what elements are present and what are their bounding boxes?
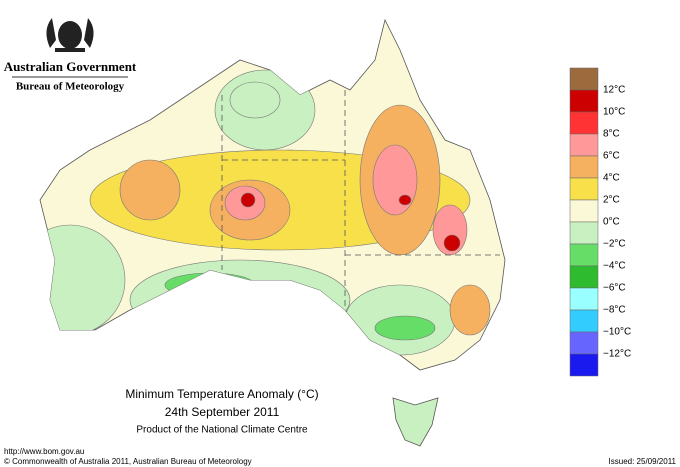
legend-swatch: [569, 133, 599, 157]
legend: 12°C 10°C 8°C 6°C 4°C 2°C 0°C −2°C −4°C −6°C −8°C −…: [569, 67, 631, 377]
legend-label: 6°C: [603, 151, 620, 162]
legend-label: 10°C: [603, 107, 625, 118]
map-subtitle: Product of the National Climate Centre: [136, 425, 308, 436]
legend-swatch: [569, 287, 599, 311]
map-title: Minimum Temperature Anomaly (°C): [125, 387, 318, 401]
legend-swatch: [569, 89, 599, 113]
legend-swatch: [569, 243, 599, 267]
bureau-name: Bureau of Meteorology: [16, 81, 125, 93]
legend-swatch: [569, 265, 599, 289]
legend-label: 0°C: [603, 217, 620, 228]
legend-swatch: [569, 67, 599, 91]
footer-url: http://www.bom.gov.au: [4, 447, 84, 456]
legend-label: −6°C: [603, 283, 626, 294]
legend-label: −2°C: [603, 239, 626, 250]
legend-label: 2°C: [603, 195, 620, 206]
footer-issued: Issued: 25/09/2011: [609, 457, 677, 466]
government-name: Australian Government: [4, 59, 137, 74]
legend-label: 8°C: [603, 129, 620, 140]
legend-swatch: [569, 177, 599, 201]
legend-swatch: [569, 309, 599, 333]
legend-swatch: [569, 155, 599, 179]
legend-swatch: [569, 353, 599, 377]
legend-label: −12°C: [603, 349, 631, 360]
legend-swatch: [569, 331, 599, 355]
coat-of-arms: [46, 18, 94, 52]
legend-label: −8°C: [603, 305, 626, 316]
legend-swatch: [569, 111, 599, 135]
footer-copyright: © Commonwealth of Australia 2011, Austra…: [4, 457, 252, 466]
map-date: 24th September 2011: [165, 405, 280, 419]
legend-label: −4°C: [603, 261, 626, 272]
legend-label: 12°C: [603, 85, 625, 96]
legend-swatch: [569, 199, 599, 223]
legend-label: 4°C: [603, 173, 620, 184]
legend-label: −10°C: [603, 327, 631, 338]
legend-swatch: [569, 221, 599, 245]
